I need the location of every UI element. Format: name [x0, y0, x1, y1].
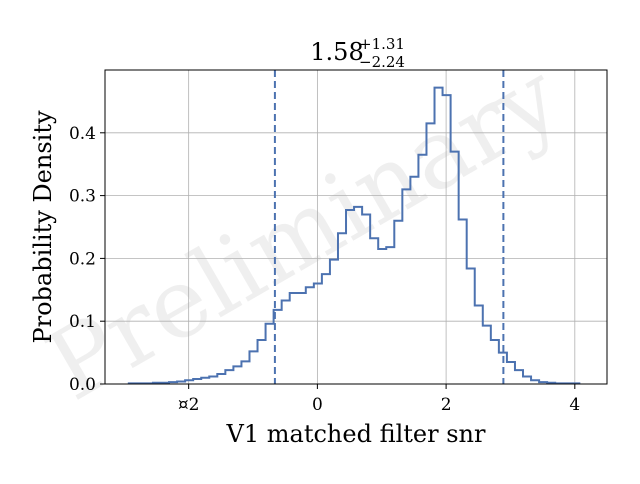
plot-frame [104, 69, 608, 385]
x-axis-ticks: ¤2 0 2 4 [178, 384, 580, 415]
y-tick-label: 0.3 [69, 187, 96, 207]
x-axis-label: V1 matched filter snr [226, 420, 486, 448]
y-tick-label: 0.2 [69, 249, 96, 269]
y-axis-label: Probability Density [29, 110, 57, 344]
x-tick-label: 0 [312, 395, 323, 415]
x-tick-label: 2 [441, 395, 452, 415]
watermark-text: Preliminary [29, 41, 578, 423]
histogram-step-line [127, 86, 581, 385]
title-median: 1.58 [310, 38, 363, 66]
y-tick-label: 0.1 [69, 312, 96, 332]
y-tick-label: 0.0 [69, 375, 96, 395]
chart-title: 1.58 [310, 38, 363, 66]
histogram-series [127, 86, 581, 385]
y-tick-label: 0.4 [69, 124, 96, 144]
title-upper-error: +1.31 [359, 35, 405, 53]
x-tick-label: 4 [569, 395, 580, 415]
x-tick-label: ¤2 [178, 395, 200, 415]
y-axis-ticks: 0.0 0.1 0.2 0.3 0.4 [69, 124, 105, 395]
title-lower-error: −2.24 [359, 53, 405, 71]
credible-interval-lines [273, 70, 505, 384]
